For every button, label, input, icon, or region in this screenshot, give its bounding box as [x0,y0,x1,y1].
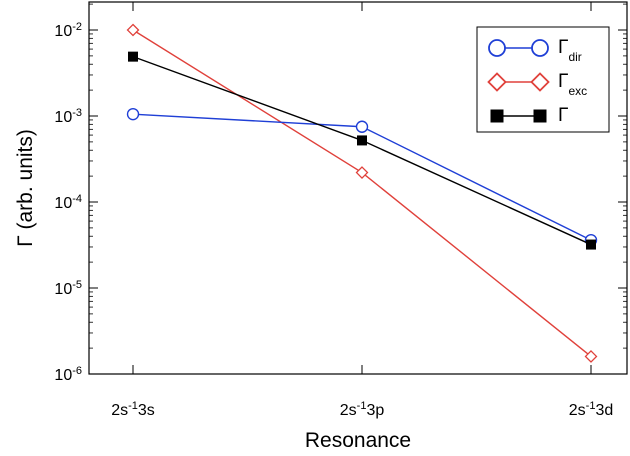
y-axis-title: Γ (arb. units) [14,129,37,247]
data-point [355,166,369,179]
series-1 [126,23,598,363]
y-tick-label: 10-4 [54,193,82,212]
data-point [584,350,598,363]
legend-entry: Γdir [488,37,582,64]
legend-label: Γdir [558,37,582,64]
y-tick-label: 10-2 [54,21,82,40]
series-2 [128,51,596,250]
x-tick-label: 2s-13s [111,400,155,419]
data-point [357,135,367,146]
legend-marker [488,39,506,57]
x-tick-labels: 2s-13s 2s-13p 2s-13d [111,400,613,419]
legend-marker [533,109,547,123]
x-tick-label: 2s-13d [569,400,613,419]
legend-marker [530,72,550,92]
legend-label: Γ [558,105,568,126]
data-point [126,107,140,121]
y-tick-label: 10-5 [54,279,82,298]
axis-ticks [89,2,627,375]
y-tick-label: 10-3 [54,107,82,126]
series-layer [126,23,598,363]
plot-frame [88,1,628,375]
data-point [126,23,140,37]
x-tick-label: 2s-13p [340,400,385,419]
legend: Γdir Γexc Γ [476,26,610,133]
y-tick-label: 10-6 [54,365,82,384]
legend-entry: Γexc [487,71,587,98]
legend-entry: Γ [490,105,568,126]
data-point [128,51,138,62]
legend-marker [531,39,549,57]
legend-marker [487,72,507,92]
data-point [586,239,596,250]
legend-label: Γexc [558,71,587,98]
x-axis-title: Resonance [305,429,411,452]
legend-marker [490,109,504,123]
data-point [355,120,369,133]
y-tick-labels: 10-2 10-3 10-4 10-5 10-6 [54,21,82,384]
